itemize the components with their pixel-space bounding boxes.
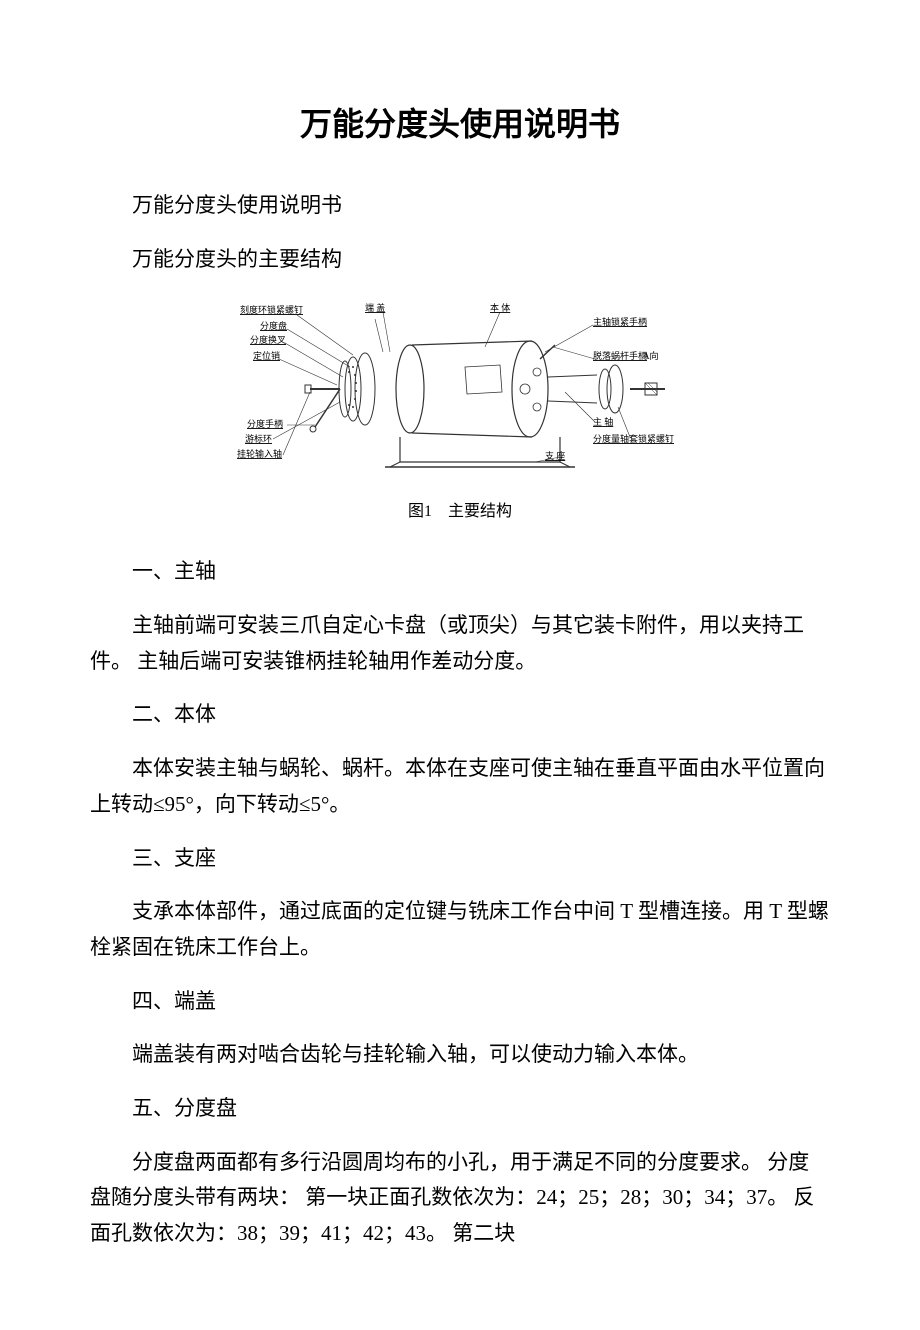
diagram-label: 分度盘 [260,320,287,331]
section-4-body: 端盖装有两对啮合齿轮与挂轮输入轴，可以使动力输入本体。 [90,1037,830,1073]
intro-line-2: 万能分度头的主要结构 [90,242,830,278]
diagram-label: 主轴锁紧手柄 [593,316,647,327]
section-3-heading: 三、支座 [90,841,830,877]
diagram-label: 刻度环锁紧螺钉 [240,304,303,315]
diagram-label: 分度量轴套锁紧螺钉 [593,433,674,444]
diagram-label: 支 座 [545,450,565,461]
section-2-body: 本体安装主轴与蜗轮、蜗杆。本体在支座可使主轴在垂直平面由水平位置向上转动≤95°… [90,751,830,822]
diagram-label: 本 体 [490,302,510,313]
diagram-caption: 图1 主要结构 [90,500,830,524]
diagram-label: 端 盖 [365,302,385,313]
page-title: 万能分度头使用说明书 [90,100,830,148]
diagram-label: 脱落蜗杆手柄 [593,350,647,361]
section-5-heading: 五、分度盘 [90,1091,830,1127]
diagram-label: 分度手柄 [247,418,283,429]
section-1-heading: 一、主轴 [90,554,830,590]
section-4-heading: 四、端盖 [90,984,830,1020]
diagram-label: 分度换叉 [250,334,286,345]
diagram-label: 游标环 [245,433,272,444]
section-2-heading: 二、本体 [90,697,830,733]
structure-diagram: 刻度环锁紧螺钉 分度盘 分度换叉 定位销 分度手柄 游标环 挂轮输入轴 端 盖 … [235,297,685,492]
intro-line-1: 万能分度头使用说明书 [90,188,830,224]
diagram-label: 定位销 [253,350,280,361]
diagram-label: 主 轴 [593,416,613,427]
section-5-body: 分度盘两面都有多行沿圆周均布的小孔，用于满足不同的分度要求。 分度盘随分度头带有… [90,1145,830,1252]
section-3-body: 支承本体部件，通过底面的定位键与铣床工作台中间 T 型槽连接。用 T 型螺栓紧固… [90,894,830,965]
diagram-container: 刻度环锁紧螺钉 分度盘 分度换叉 定位销 分度手柄 游标环 挂轮输入轴 端 盖 … [90,297,830,524]
section-1-body: 主轴前端可安装三爪自定心卡盘（或顶尖）与其它装卡附件，用以夹持工件。 主轴后端可… [90,608,830,679]
diagram-label: 挂轮输入轴 [237,448,282,459]
diagram-label: A向 [643,350,659,361]
diagram-svg: 刻度环锁紧螺钉 分度盘 分度换叉 定位销 分度手柄 游标环 挂轮输入轴 端 盖 … [235,297,685,492]
